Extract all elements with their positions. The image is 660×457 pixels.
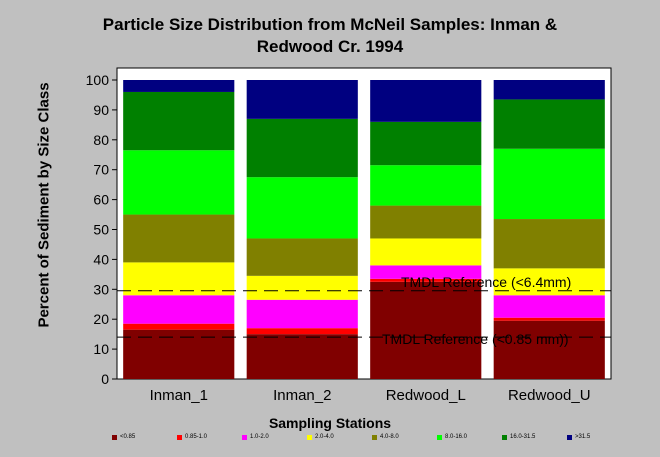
legend-label: 1.0-2.0 (250, 434, 269, 440)
legend-label: 16.0-31.5 (510, 434, 536, 440)
bar-segment-inman-2-1 (246, 328, 358, 335)
x-tick-label: Inman_2 (273, 387, 331, 404)
bar-segment-redwood-l-3 (370, 238, 482, 266)
bar-segment-inman-1-3 (123, 262, 235, 296)
bar-segment-redwood-u-0 (493, 320, 605, 379)
legend-item: >31.5 (567, 434, 590, 440)
bar-segment-redwood-l-6 (370, 121, 482, 166)
bar-segment-redwood-l-2 (370, 265, 482, 279)
bar-segment-inman-2-3 (246, 275, 358, 300)
legend-swatch (567, 434, 572, 440)
chart-title-line2: Redwood Cr. 1994 (256, 37, 404, 56)
legend-label: 0.85-1.0 (185, 434, 208, 440)
legend-label: 8.0-16.0 (445, 434, 468, 440)
y-tick-label: 70 (93, 162, 109, 178)
legend-label: 4.0-8.0 (380, 434, 399, 440)
y-tick-label: 90 (93, 102, 109, 118)
y-tick-label: 40 (93, 251, 109, 267)
bar-segment-inman-2-2 (246, 299, 358, 329)
legend: <0.85 0.85-1.0 1.0-2.0 2.0-4.0 4.0-8.0 8.0-16… (112, 434, 632, 446)
legend-item: 1.0-2.0 (242, 434, 269, 440)
y-tick-label: 10 (93, 341, 109, 357)
legend-item: 16.0-31.5 (502, 434, 535, 440)
bar-segment-inman-1-1 (123, 323, 235, 330)
bar-segment-redwood-u-7 (493, 80, 605, 100)
legend-swatch (307, 434, 312, 440)
bar-segment-inman-2-7 (246, 80, 358, 119)
legend-item: <0.85 (112, 434, 135, 440)
bar-segment-inman-1-2 (123, 295, 235, 324)
legend-item: 4.0-8.0 (372, 434, 399, 440)
legend-item: 0.85-1.0 (177, 434, 207, 440)
y-tick-label: 50 (93, 222, 109, 238)
bar-segment-inman-1-6 (123, 91, 235, 151)
legend-item: 8.0-16.0 (437, 434, 467, 440)
legend-label: 2.0-4.0 (315, 434, 334, 440)
legend-swatch (372, 434, 377, 440)
y-tick-label: 80 (93, 132, 109, 148)
bar-segment-inman-2-5 (246, 177, 358, 239)
legend-swatch (242, 434, 247, 440)
bar-segment-redwood-u-4 (493, 219, 605, 269)
legend-item: 2.0-4.0 (307, 434, 334, 440)
legend-swatch (502, 434, 507, 440)
bar-segment-inman-2-4 (246, 238, 358, 276)
legend-swatch (112, 434, 117, 440)
y-tick-label: 0 (101, 371, 109, 387)
bar-segment-redwood-u-6 (493, 99, 605, 149)
plot-area: Inman_1 Inman_2 Redwood_L Redwood_U 0 10 20 30 4… (86, 67, 612, 404)
bar-segment-redwood-l-7 (370, 80, 482, 122)
bar-segment-inman-1-7 (123, 80, 235, 92)
x-tick-label: Redwood_L (386, 387, 466, 404)
y-tick-label: 20 (93, 311, 109, 327)
x-tick-label: Inman_1 (150, 387, 208, 404)
bar-segment-inman-1-4 (123, 214, 235, 263)
bar-segment-redwood-l-5 (370, 165, 482, 206)
bar-segment-inman-1-0 (123, 329, 235, 379)
bar-segment-redwood-u-5 (493, 148, 605, 220)
x-axis-label: Sampling Stations (268, 415, 392, 431)
legend-label: <0.85 (120, 434, 136, 440)
bar-segment-redwood-u-1 (493, 317, 605, 321)
y-tick-label: 100 (86, 72, 110, 88)
x-tick-label: Redwood_U (508, 387, 591, 404)
bar-segment-redwood-l-4 (370, 205, 482, 239)
legend-swatch (177, 434, 182, 440)
chart-title: Particle Size Distribution from McNeil S… (0, 14, 660, 58)
legend-label: >31.5 (575, 434, 591, 440)
reference-line-label-1: TMDL Reference (<0.85 mm)) (382, 331, 569, 347)
chart-title-line1: Particle Size Distribution from McNeil S… (102, 15, 558, 34)
legend-swatch (437, 434, 442, 440)
bar-segment-redwood-l-1 (370, 278, 482, 282)
y-tick-label: 60 (93, 192, 109, 208)
bar-segment-redwood-l-0 (370, 281, 482, 379)
y-tick-label: 30 (93, 281, 109, 297)
bar-segment-inman-1-5 (123, 150, 235, 215)
bar-segment-inman-2-6 (246, 118, 358, 178)
reference-line-label-0: TMDL Reference (<6.4mm) (401, 274, 571, 290)
bar-segment-redwood-u-2 (493, 295, 605, 318)
bar-segment-inman-2-0 (246, 334, 358, 379)
